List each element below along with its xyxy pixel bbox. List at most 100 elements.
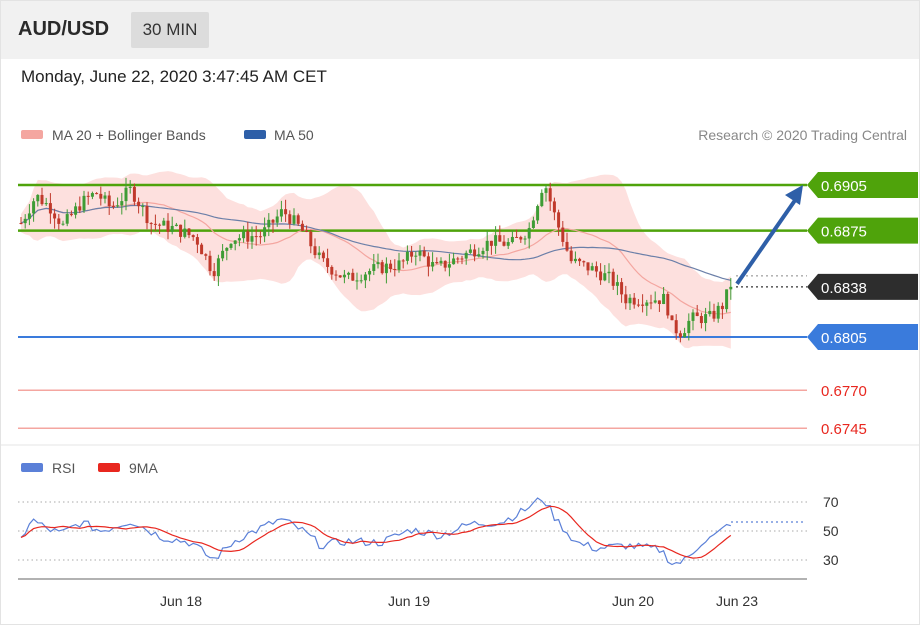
candle-body [141,206,145,208]
candle-body [242,231,246,239]
candle-body [132,186,136,202]
candle-body [208,255,212,272]
candle-body [443,260,447,268]
candle-body [653,300,657,303]
candle-body [649,302,653,304]
candle-body [170,225,174,232]
candle-body [603,273,607,281]
candle-body [32,201,36,214]
candle-body [628,297,632,304]
candle-body [103,195,107,199]
chart-header: AUD/USD 30 MIN [1,1,919,59]
candle-body [27,213,31,219]
candle-body [569,250,573,262]
candle-body [431,262,435,267]
candle-body [351,272,355,281]
candle-body [145,206,149,224]
candle-body [485,240,489,251]
candle-body [498,235,502,242]
candle-body [74,206,78,215]
candle-body [82,195,86,211]
candle-body [557,212,561,228]
candle-body [347,272,351,275]
candle-body [288,214,292,224]
candle-body [552,201,556,213]
candle-body [23,218,27,224]
candle-body [330,266,334,275]
candle-body [594,266,598,272]
candle-body [590,266,594,271]
candle-body [624,294,628,304]
level-label-support: 0.6745 [821,421,867,438]
level-label-resistance: 0.6905 [821,178,867,195]
candle-body [699,316,703,324]
candle-body [620,282,624,295]
x-tick-label: Jun 20 [612,593,654,609]
candle-body [204,254,208,256]
candle-body [531,220,535,228]
candle-body [544,188,548,193]
candle-body [410,251,414,257]
candle-body [452,258,456,265]
candle-body [95,193,99,195]
ma9-legend-label: 9MA [129,460,158,476]
candle-body [305,230,309,232]
candle-body [687,320,691,334]
credit-text: Research © 2020 Trading Central [698,127,907,143]
candle-body [69,214,73,216]
candle-body [611,271,615,286]
candle-body [414,255,418,257]
candle-body [284,209,288,215]
candle-body [527,227,531,239]
candle-body [607,271,611,274]
candle-body [267,219,271,228]
candle-body [368,270,372,275]
candle-body [342,274,346,278]
bollinger-band-area [21,171,731,349]
candle-body [212,271,216,277]
candle-body [221,250,225,259]
candle-body [729,286,733,290]
candle-body [502,241,506,246]
candle-body [657,300,661,305]
candle-body [586,262,590,271]
candle-body [662,293,666,305]
candle-body [670,315,674,321]
candle-body [40,194,44,205]
rsi-tick-label: 50 [823,523,839,539]
candle-body [494,235,498,246]
candle-body [548,188,552,202]
candle-body [61,223,65,225]
candle-body [515,236,519,238]
rsi-legend-label: RSI [52,460,75,476]
candle-body [422,250,426,257]
candle-body [599,271,603,281]
candle-body [397,260,401,270]
candle-body [116,205,120,207]
candle-body [334,274,338,276]
rsi-tick-label: 30 [823,552,839,568]
candle-body [111,206,115,208]
level-label-pivot: 0.6805 [821,330,867,347]
candle-body [57,218,61,224]
candle-body [149,223,153,225]
candle-body [376,262,380,265]
level-label-support: 0.6770 [821,383,867,400]
candle-body [355,280,359,282]
timeframe-badge[interactable]: 30 MIN [131,12,209,48]
candle-body [216,258,220,277]
candle-body [468,249,472,253]
candle-body [720,305,724,310]
candle-body [225,247,229,251]
bollinger-legend-label: MA 20 + Bollinger Bands [52,127,206,143]
ma50-legend-swatch [244,130,266,139]
candle-body [321,252,325,259]
candle-body [162,220,166,226]
candle-body [107,195,111,207]
candle-body [380,262,384,274]
timestamp: Monday, June 22, 2020 3:47:45 AM CET [21,67,327,86]
candle-body [464,252,468,259]
candle-body [44,203,48,205]
ma50-legend-label: MA 50 [274,127,314,143]
